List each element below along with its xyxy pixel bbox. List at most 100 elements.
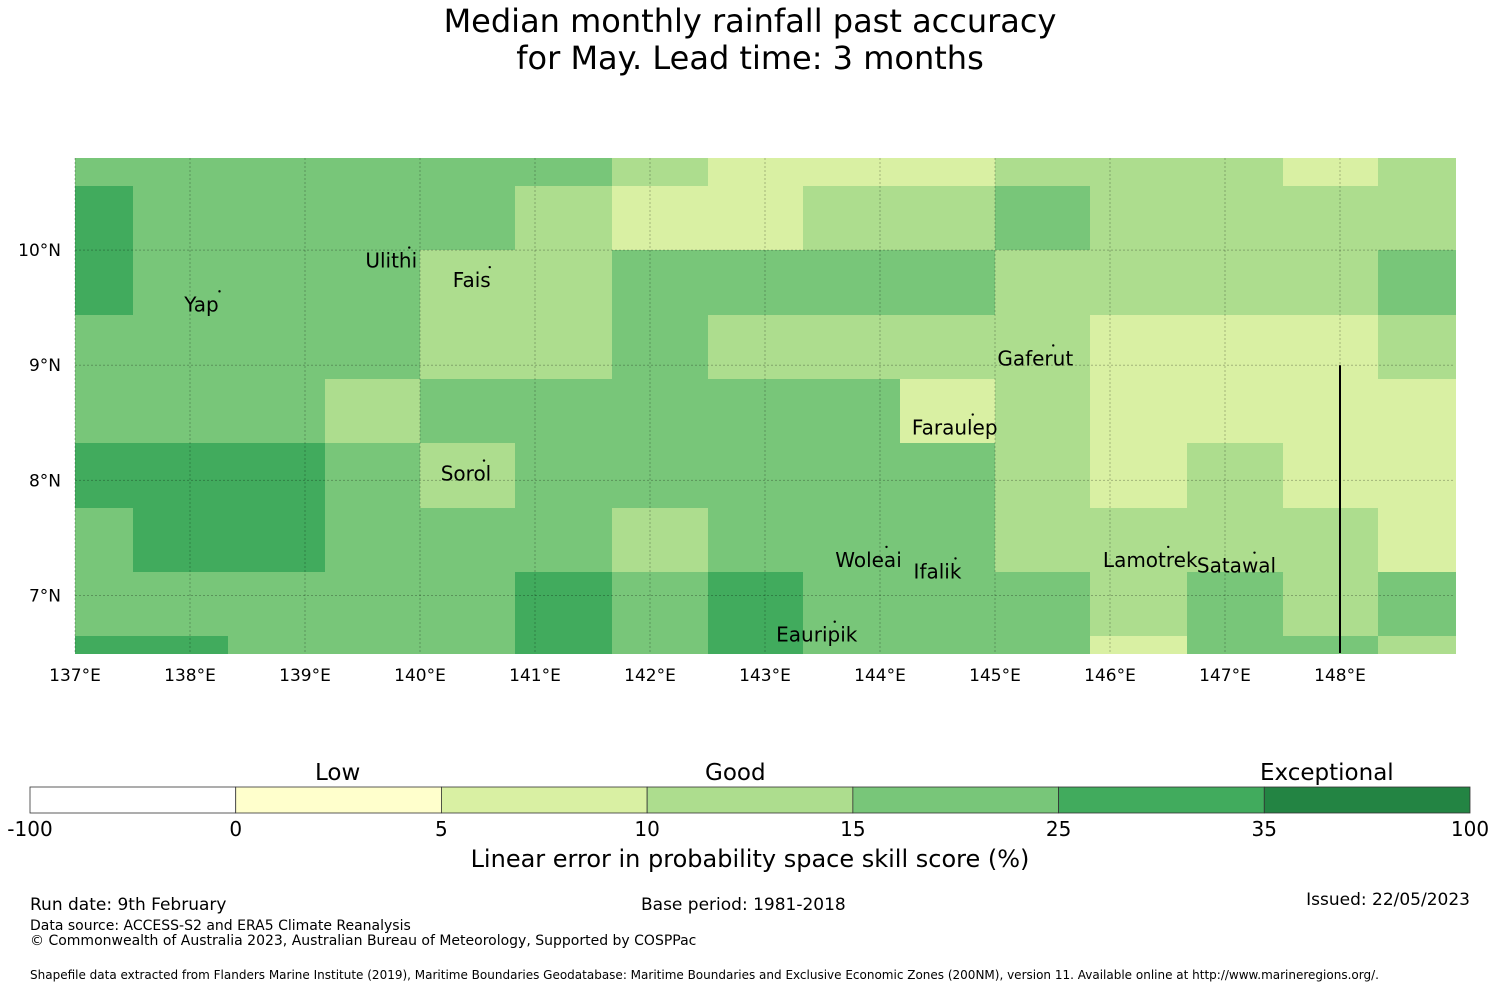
grid-cell — [1378, 186, 1456, 251]
grid-cell — [1090, 186, 1188, 251]
grid-cell — [325, 315, 421, 380]
grid-cell — [1378, 379, 1456, 444]
grid-cell — [803, 572, 901, 637]
grid-cell — [325, 443, 421, 509]
island-marker — [408, 246, 411, 249]
grid-cell — [75, 379, 134, 444]
grid-cell — [1090, 250, 1188, 316]
grid-cell — [900, 443, 996, 509]
place-label: Gaferut — [997, 346, 1073, 370]
grid-cell — [325, 572, 421, 637]
lat-tick-label: 7°N — [29, 586, 61, 606]
data-source: Data source: ACCESS-S2 and ERA5 Climate … — [30, 918, 411, 934]
grid-cell — [515, 315, 613, 380]
grid-cell — [708, 508, 804, 573]
grid-cell — [1283, 443, 1379, 509]
grid-cell — [228, 508, 326, 573]
place-label: Fais — [453, 268, 491, 292]
grid-cell — [708, 186, 804, 251]
island-marker — [971, 413, 974, 416]
colorbar-segment — [1263, 786, 1471, 814]
grid-cell — [612, 508, 709, 573]
lat-tick-label: 9°N — [29, 356, 61, 376]
grid-cell — [420, 158, 516, 187]
grid-cell — [133, 315, 229, 380]
colorbar-category-good: Good — [705, 760, 766, 786]
grid-cell — [228, 186, 326, 251]
grid-cell — [420, 315, 516, 380]
island-marker — [482, 459, 486, 462]
grid-cell — [612, 636, 709, 654]
lon-tick-label: 148°E — [1314, 666, 1366, 686]
grid-cell — [325, 636, 421, 654]
grid-cell — [75, 508, 134, 573]
grid-cell — [133, 508, 229, 573]
grid-cell — [133, 636, 229, 654]
grid-cell — [1187, 315, 1284, 380]
grid-cell — [133, 186, 229, 251]
place-label: Ifalik — [914, 559, 962, 583]
grid-cell — [803, 443, 901, 509]
grid-cell — [75, 186, 134, 251]
grid-cell — [1283, 508, 1379, 573]
lon-tick-label: 145°E — [969, 666, 1021, 686]
grid-cell — [1187, 158, 1284, 187]
shapefile-credit: Shapefile data extracted from Flanders M… — [30, 968, 1379, 982]
grid-cell — [995, 379, 1091, 444]
grid-cell — [420, 250, 516, 316]
place-label: Lamotrek — [1103, 548, 1198, 572]
lon-tick-label: 142°E — [624, 666, 676, 686]
grid-cell — [515, 186, 613, 251]
grid-cell — [1090, 443, 1188, 509]
grid-cell — [1378, 572, 1456, 637]
grid-cell — [133, 250, 229, 316]
grid-cell — [133, 158, 229, 187]
grid-cell — [1378, 508, 1456, 573]
grid-cell — [228, 158, 326, 187]
lon-tick-label: 143°E — [739, 666, 791, 686]
colorbar-tick-label: 100 — [1451, 817, 1489, 841]
lat-tick-label: 8°N — [29, 471, 61, 491]
grid-cell — [325, 250, 421, 316]
colorbar-tick-label: 5 — [435, 817, 448, 841]
colorbar-segment — [29, 786, 237, 814]
grid-cell — [1187, 443, 1284, 509]
grid-cell — [1187, 250, 1284, 316]
grid-cell — [995, 508, 1091, 573]
colorbar-tick-label: 35 — [1252, 817, 1277, 841]
grid-cell — [900, 572, 996, 637]
grid-cell — [515, 572, 613, 637]
colorbar-tick-label: 10 — [634, 817, 659, 841]
grid-cell — [1283, 315, 1379, 380]
grid-cell — [900, 186, 996, 251]
grid-cell — [1187, 508, 1284, 573]
grid-cell — [133, 572, 229, 637]
grid-cell — [708, 572, 804, 637]
grid-cell — [995, 158, 1091, 187]
grid-cell — [133, 443, 229, 509]
grid-cell — [995, 315, 1091, 380]
grid-cell — [995, 572, 1091, 637]
grid-cell — [995, 443, 1091, 509]
grid-cell — [900, 158, 996, 187]
grid-cell — [228, 379, 326, 444]
place-labels: Yap Ulithi Fais Gaferut Faraulep Sorol Woleai I… — [183, 246, 1276, 647]
grid-cell — [325, 186, 421, 251]
island-marker — [488, 265, 491, 269]
grid-cell — [420, 443, 516, 509]
island-marker — [1253, 551, 1256, 554]
grid-cell — [1187, 636, 1284, 654]
colorbar-segment — [235, 786, 442, 814]
colorbar-tick-label: -100 — [7, 817, 52, 841]
colorbar-category-exceptional: Exceptional — [1260, 760, 1394, 786]
grid-cell — [1090, 508, 1188, 573]
grid-cell — [420, 508, 516, 573]
grid-cell — [1090, 572, 1188, 637]
grid-cell — [133, 379, 229, 444]
lon-tick-label: 141°E — [509, 666, 561, 686]
grid-cell — [612, 572, 709, 637]
grid-cell — [420, 572, 516, 637]
colorbar-segment — [1058, 786, 1265, 814]
grid-cell — [1283, 636, 1379, 654]
grid-cell — [1090, 379, 1188, 444]
